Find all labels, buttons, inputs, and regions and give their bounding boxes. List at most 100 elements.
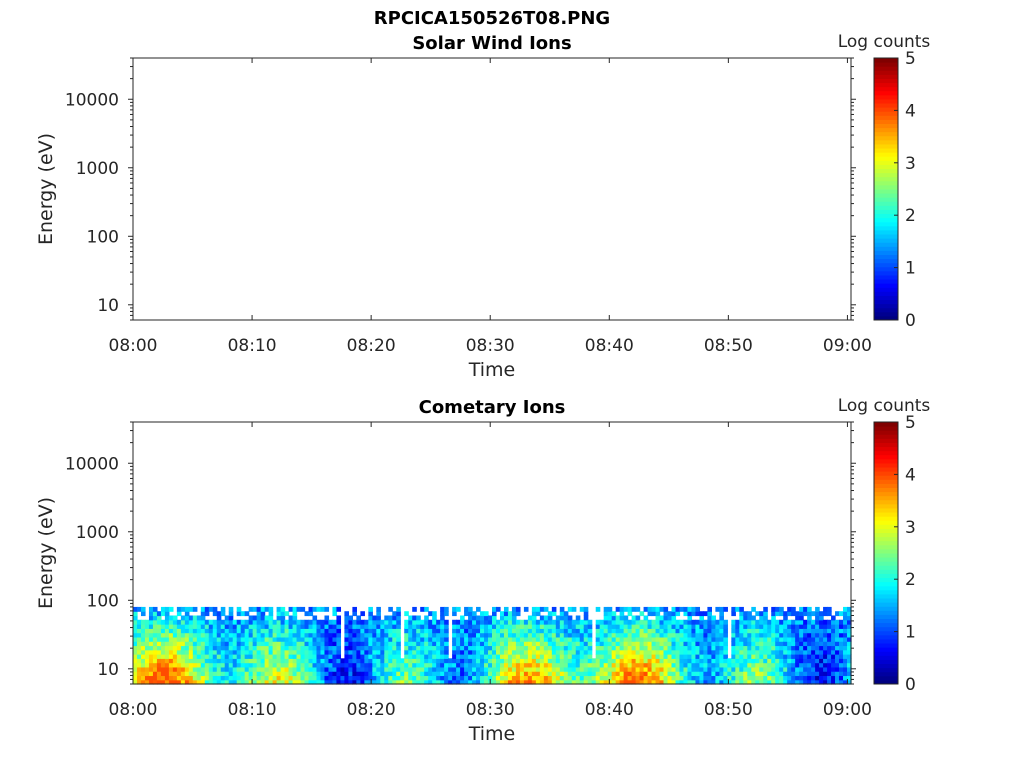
heat-cell bbox=[807, 632, 812, 638]
heat-cell bbox=[623, 671, 629, 677]
heat-cell bbox=[775, 628, 780, 634]
heat-cell bbox=[133, 654, 138, 659]
colorbar-step bbox=[874, 193, 898, 198]
heat-cell bbox=[256, 611, 262, 617]
heat-cell bbox=[535, 675, 541, 681]
heat-cell bbox=[248, 619, 254, 625]
heat-cell bbox=[348, 615, 353, 621]
heat-cell bbox=[352, 675, 357, 681]
colorbar-step bbox=[874, 438, 898, 443]
heat-cell bbox=[444, 671, 449, 677]
heat-cell bbox=[288, 606, 294, 612]
x-tick-label: 08:30 bbox=[466, 336, 515, 356]
heat-cell bbox=[783, 619, 788, 625]
heat-cell bbox=[304, 662, 310, 668]
heat-cell bbox=[476, 632, 481, 638]
heat-cell bbox=[360, 636, 365, 642]
heat-cell bbox=[751, 615, 756, 621]
colorbar-step bbox=[874, 115, 898, 120]
colorbar-step bbox=[874, 450, 898, 456]
heat-cell bbox=[515, 658, 521, 664]
heat-cell bbox=[795, 662, 800, 668]
heat-cell bbox=[188, 624, 194, 629]
heat-cell bbox=[639, 636, 645, 642]
heat-cell bbox=[204, 679, 210, 685]
heat-cell bbox=[336, 679, 342, 685]
heat-cell bbox=[268, 624, 274, 629]
heat-cell bbox=[456, 645, 461, 651]
heat-cell bbox=[224, 658, 230, 664]
heat-cell bbox=[739, 654, 744, 659]
heat-cell bbox=[819, 628, 824, 634]
heat-cell bbox=[280, 675, 286, 681]
heat-cell bbox=[543, 628, 549, 634]
heat-cell bbox=[220, 628, 226, 634]
heat-cell bbox=[631, 624, 637, 629]
colorbar-step bbox=[874, 561, 898, 566]
heat-cell bbox=[519, 671, 525, 677]
heat-cell bbox=[252, 615, 258, 621]
heat-cell bbox=[420, 658, 425, 664]
heat-cell bbox=[204, 636, 210, 642]
heat-cell bbox=[495, 606, 501, 612]
heat-cell bbox=[667, 662, 673, 668]
heat-cell bbox=[543, 679, 549, 685]
heat-cell bbox=[212, 624, 218, 629]
heat-cell bbox=[424, 641, 429, 647]
heat-cell bbox=[779, 606, 784, 612]
heat-cell bbox=[412, 671, 417, 677]
colorbar-step bbox=[874, 86, 898, 92]
heat-cell bbox=[476, 679, 481, 685]
heat-cell bbox=[400, 658, 405, 664]
heat-cell bbox=[691, 619, 697, 625]
heat-cell bbox=[312, 654, 318, 659]
heat-cell bbox=[440, 658, 445, 664]
heat-cell bbox=[144, 675, 150, 681]
heat-cell bbox=[691, 671, 697, 677]
heat-cell bbox=[647, 606, 653, 612]
heat-cell bbox=[268, 615, 274, 621]
heat-cell bbox=[484, 632, 489, 638]
heat-cell bbox=[567, 645, 573, 651]
heat-cell bbox=[699, 662, 705, 668]
heat-cell bbox=[583, 611, 589, 617]
heat-cell bbox=[292, 666, 298, 672]
heat-cell bbox=[472, 662, 477, 668]
colorbar-step bbox=[874, 168, 898, 174]
heat-cell bbox=[460, 624, 465, 629]
y-tick-label: 100 bbox=[87, 591, 119, 611]
colorbar-step bbox=[874, 148, 898, 153]
heat-cell bbox=[639, 675, 645, 681]
heat-cell bbox=[300, 675, 306, 681]
heat-cell bbox=[783, 636, 788, 642]
heat-cell bbox=[767, 641, 772, 647]
heat-cell bbox=[583, 666, 589, 672]
heat-cell bbox=[527, 632, 533, 638]
heat-cell bbox=[731, 675, 736, 681]
heat-cell bbox=[571, 641, 577, 647]
heat-cell bbox=[368, 671, 373, 677]
heat-cell bbox=[464, 632, 469, 638]
heat-cell bbox=[232, 628, 238, 634]
heat-cell bbox=[248, 645, 254, 651]
heat-cell bbox=[575, 666, 581, 672]
heat-cell bbox=[404, 679, 409, 685]
heat-cell bbox=[735, 606, 740, 612]
heat-cell bbox=[759, 611, 764, 617]
heat-cell bbox=[300, 658, 306, 664]
heat-cell bbox=[488, 636, 493, 642]
colorbar-step bbox=[874, 74, 898, 79]
heat-cell bbox=[715, 658, 720, 664]
heat-cell bbox=[136, 619, 142, 625]
heat-cell bbox=[408, 632, 413, 638]
heat-cell bbox=[300, 606, 306, 612]
heat-cell bbox=[212, 666, 218, 672]
heat-cell bbox=[188, 641, 194, 647]
heat-cell bbox=[599, 666, 605, 672]
heat-cell bbox=[240, 649, 246, 655]
heat-cell bbox=[671, 641, 677, 647]
heat-cell bbox=[671, 632, 677, 638]
heat-cell bbox=[184, 679, 190, 685]
heat-cell bbox=[288, 654, 294, 659]
heat-cell bbox=[348, 671, 353, 677]
